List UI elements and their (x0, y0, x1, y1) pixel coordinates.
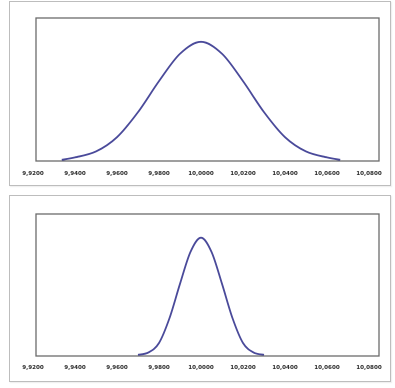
x-tick-label: 10,0400 (272, 365, 298, 371)
chart-svg-wide-distribution: 9,9200 9,9400 9,9600 9,9800 10,0000 10,0200 10… (22, 17, 382, 177)
x-tick-label: 10,0400 (272, 171, 298, 177)
plot-area-frame (35, 213, 380, 357)
x-tick-label: 9,9600 (106, 365, 128, 371)
x-tick-label: 10,0600 (314, 171, 340, 177)
x-tick-label: 10,0200 (230, 171, 256, 177)
x-tick-label: 9,9200 (22, 365, 44, 371)
x-tick-label: 10,0000 (188, 365, 214, 371)
x-tick-label: 10,0000 (188, 171, 214, 177)
x-tick-label: 10,0200 (230, 365, 256, 371)
x-tick-label: 9,9400 (64, 171, 86, 177)
x-tick-label: 9,9200 (22, 171, 44, 177)
chart-panel-wide-distribution: 9,9200 9,9400 9,9600 9,9800 10,0000 10,0200 10… (9, 1, 391, 186)
x-tick-label: 9,9800 (148, 365, 170, 371)
x-tick-label: 9,9600 (106, 171, 128, 177)
x-tick-label: 9,9400 (64, 365, 86, 371)
x-tick-label: 9,9800 (148, 171, 170, 177)
chart-svg-narrow-distribution: 9,9200 9,9400 9,9600 9,9800 10,0000 10,0200 10… (22, 213, 382, 371)
x-tick-label: 10,0600 (314, 365, 340, 371)
distribution-curve-series-0 (61, 40, 341, 161)
x-tick-label: 10,0800 (356, 365, 382, 371)
chart-panel-narrow-distribution: 9,9200 9,9400 9,9600 9,9800 10,0000 10,0200 10… (9, 195, 391, 382)
plot-area-frame (35, 17, 380, 162)
x-tick-label: 10,0800 (356, 171, 382, 177)
distribution-curve-series-0 (137, 236, 265, 356)
